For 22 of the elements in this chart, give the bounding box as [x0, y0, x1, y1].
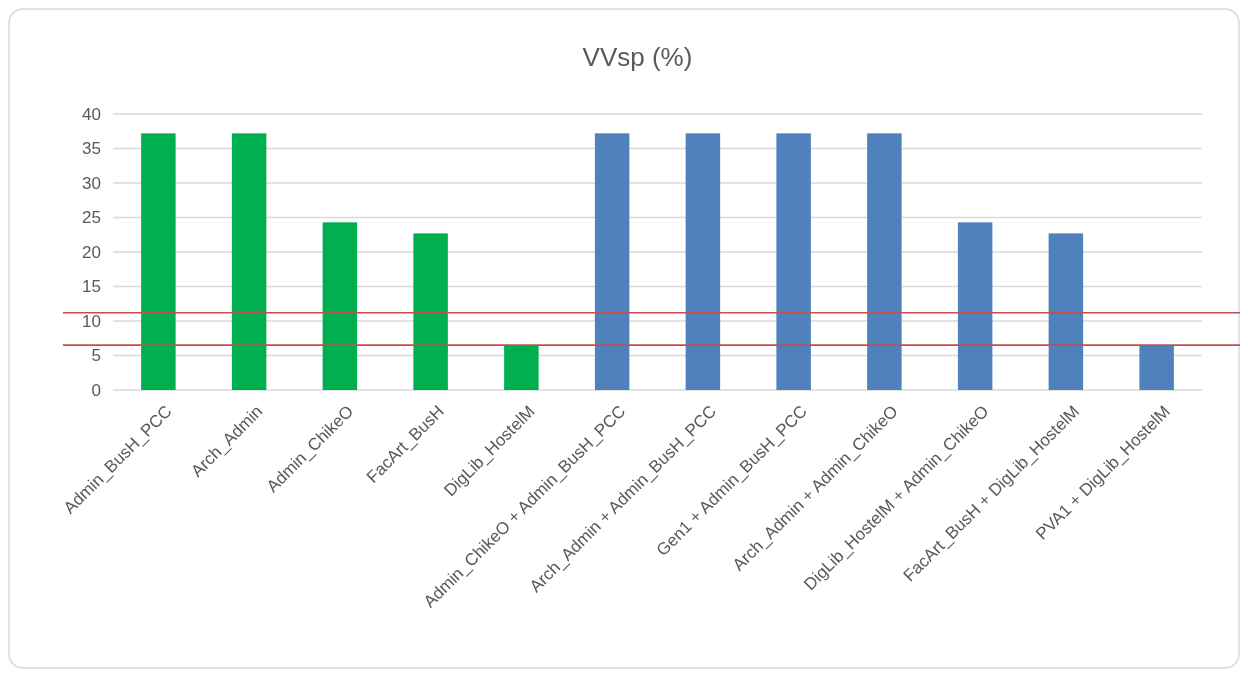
- bar: [1048, 233, 1084, 390]
- y-tick-label: 10: [82, 311, 101, 331]
- bar: [413, 233, 448, 390]
- y-tick-label: 0: [91, 380, 101, 400]
- y-tick-label: 20: [82, 242, 101, 262]
- bar: [141, 133, 176, 390]
- chart-title: VVsp (%): [582, 42, 693, 72]
- bar: [231, 133, 267, 390]
- bar: [776, 133, 811, 390]
- bar: [867, 133, 902, 390]
- bar: [1139, 345, 1174, 390]
- y-tick-label: 35: [82, 139, 101, 159]
- y-tick-label: 15: [82, 277, 101, 297]
- y-tick-label: 30: [82, 173, 101, 193]
- bar: [594, 133, 630, 390]
- y-tick-label: 40: [82, 104, 101, 124]
- bar: [685, 133, 721, 390]
- bar: [504, 345, 539, 390]
- bar: [957, 222, 993, 390]
- y-tick-label: 5: [91, 346, 101, 366]
- bar: [322, 222, 358, 390]
- y-tick-label: 25: [82, 208, 101, 228]
